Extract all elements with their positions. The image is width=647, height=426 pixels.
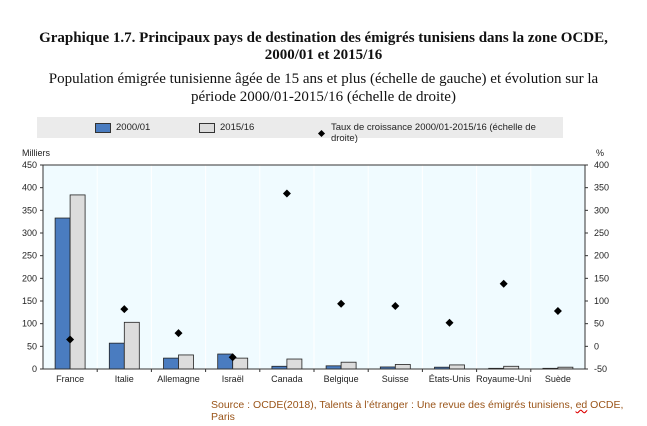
chart-title-line2: 2000/01 et 2015/16 bbox=[264, 47, 383, 63]
x-tick-label: Canada bbox=[271, 374, 303, 384]
y-tick-left: 350 bbox=[22, 205, 37, 215]
chart-title-line1: Graphique 1.7. Principaux pays de destin… bbox=[39, 30, 608, 46]
growth-marker bbox=[499, 279, 508, 288]
x-tick-label: Israël bbox=[222, 374, 244, 384]
growth-marker bbox=[337, 299, 346, 308]
y-tick-right: 50 bbox=[594, 319, 604, 329]
chart-subtitle-line2: période 2000/01-2015/16 (échelle de droi… bbox=[191, 89, 456, 105]
legend-swatch-blue bbox=[95, 122, 111, 133]
y-tick-right: 250 bbox=[594, 228, 609, 238]
y-tick-left: 150 bbox=[22, 296, 37, 306]
source-text: Source : OCDE(2018), Talents à l’étrange… bbox=[211, 399, 576, 411]
y-tick-right: 150 bbox=[594, 273, 609, 283]
x-tick-label: Suisse bbox=[382, 374, 409, 384]
x-tick-label: France bbox=[56, 374, 84, 384]
bar-2015 bbox=[123, 321, 140, 370]
legend-swatch-gray bbox=[199, 122, 215, 133]
bar-2015 bbox=[286, 358, 303, 370]
legend-item-2015: 2015/16 bbox=[199, 122, 254, 133]
growth-marker bbox=[120, 305, 129, 314]
y-tick-right: 400 bbox=[594, 160, 609, 170]
y-tick-left: 400 bbox=[22, 183, 37, 193]
y-tick-right: 0 bbox=[594, 341, 599, 351]
growth-marker bbox=[228, 353, 237, 362]
source-suffix: OCDE, Paris bbox=[211, 399, 624, 423]
bar-2000 bbox=[54, 217, 71, 370]
growth-marker bbox=[445, 318, 454, 327]
y-tick-right: 100 bbox=[594, 296, 609, 306]
source-ed: ed bbox=[575, 399, 588, 411]
source-note: Source : OCDE(2018), Talents à l’étrange… bbox=[211, 399, 647, 423]
chart-subtitle: Population émigrée tunisienne âgée de 15… bbox=[0, 70, 647, 106]
y-tick-left: 250 bbox=[22, 251, 37, 261]
y-tick-right: -50 bbox=[594, 364, 607, 374]
x-tick-label: États-Unis bbox=[429, 374, 471, 384]
y-tick-left: 450 bbox=[22, 160, 37, 170]
legend-label: Taux de croissance 2000/01-2015/16 (éche… bbox=[330, 122, 536, 144]
y-tick-left: 0 bbox=[32, 364, 37, 374]
legend: 2000/01 2015/16 Taux de croissance 2000/… bbox=[37, 117, 563, 144]
y-tick-left: 200 bbox=[22, 273, 37, 283]
growth-marker bbox=[66, 335, 75, 344]
chart-title: Graphique 1.7. Principaux pays de destin… bbox=[0, 30, 647, 64]
bar-2000 bbox=[108, 342, 125, 370]
x-tick-label: Royaume-Uni bbox=[476, 374, 531, 384]
x-tick-label: Allemagne bbox=[157, 374, 200, 384]
legend-item-growth: Taux de croissance 2000/01-2015/16 (éche… bbox=[317, 122, 563, 144]
legend-item-2000: 2000/01 bbox=[95, 122, 150, 133]
growth-marker bbox=[174, 329, 183, 338]
bar-2015 bbox=[178, 354, 194, 370]
bar-2015 bbox=[394, 364, 411, 370]
y-axis-label-left: Milliers bbox=[22, 148, 50, 158]
y-tick-left: 300 bbox=[22, 228, 37, 238]
bar-2015 bbox=[69, 194, 86, 370]
x-tick-label: Italie bbox=[115, 374, 134, 384]
chart-subtitle-line1: Population émigrée tunisienne âgée de 15… bbox=[48, 71, 599, 87]
growth-marker bbox=[391, 301, 400, 310]
growth-marker bbox=[282, 189, 291, 198]
y-tick-left: 100 bbox=[22, 319, 37, 329]
y-axis-label-right: % bbox=[596, 148, 604, 158]
x-tick-label: Suède bbox=[545, 374, 571, 384]
x-tick-label: Belgique bbox=[324, 374, 359, 384]
y-tick-right: 200 bbox=[594, 251, 609, 261]
legend-label: 2015/16 bbox=[220, 122, 255, 133]
bar-2015 bbox=[449, 364, 465, 370]
growth-marker bbox=[553, 306, 562, 315]
bar-2015 bbox=[340, 361, 357, 370]
bar-2000 bbox=[163, 357, 179, 370]
legend-label: 2000/01 bbox=[116, 122, 151, 133]
y-tick-right: 350 bbox=[594, 183, 609, 193]
bar-2015 bbox=[232, 357, 249, 370]
y-tick-left: 50 bbox=[27, 341, 37, 351]
y-tick-right: 300 bbox=[594, 205, 609, 215]
